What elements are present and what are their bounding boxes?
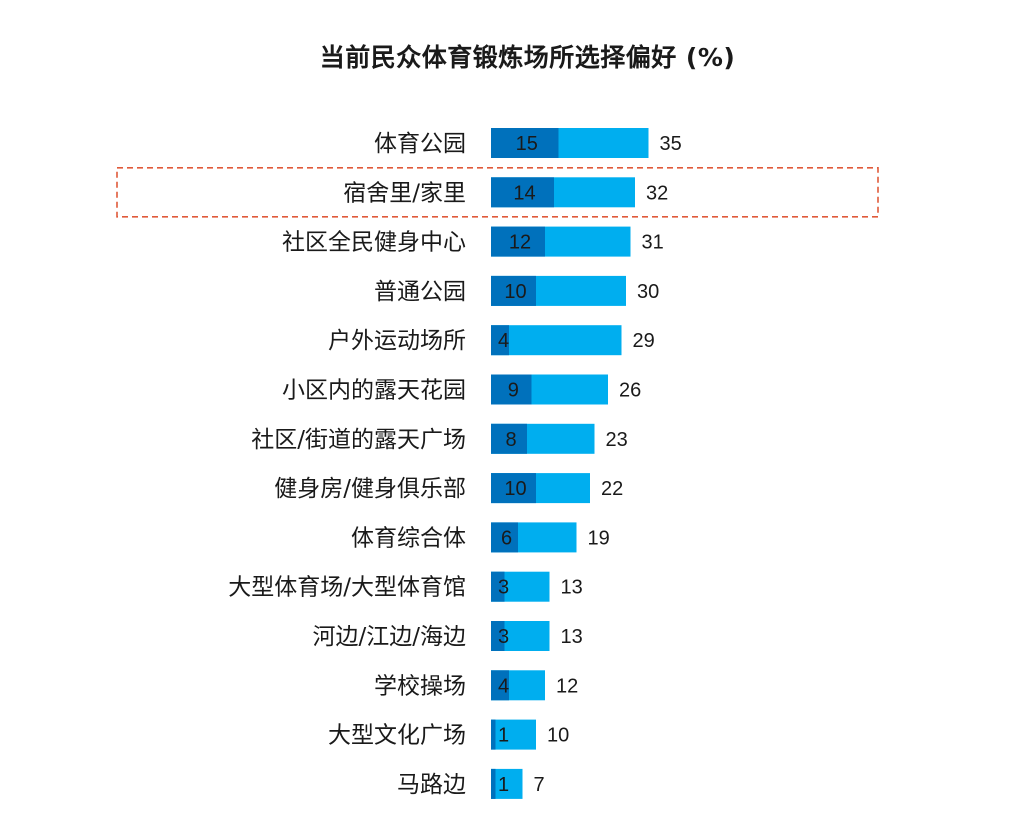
inner-value-label: 9 [508, 380, 519, 402]
bar-inner [491, 522, 518, 553]
bar-inner [491, 473, 536, 504]
inner-value-label: 4 [498, 675, 509, 697]
total-value-label: 10 [547, 725, 569, 747]
bar-row: 普通公园 10 30 [374, 275, 659, 306]
bar-row: 社区全民健身中心 12 31 [282, 226, 664, 257]
total-value-label: 31 [642, 232, 664, 254]
category-label: 宿舍里/家里 [343, 180, 466, 206]
inner-value-label: 1 [498, 774, 509, 796]
category-label: 社区全民健身中心 [282, 230, 466, 256]
category-label: 大型体育场/大型体育馆 [228, 575, 466, 601]
total-value-label: 13 [561, 577, 583, 599]
total-value-label: 13 [561, 626, 583, 648]
bar-row: 体育公园 15 35 [374, 128, 682, 158]
bar-inner [491, 128, 559, 158]
bar-total [491, 768, 523, 799]
category-label: 体育综合体 [351, 525, 466, 551]
bar-row: 小区内的露天花园 9 26 [282, 374, 641, 405]
inner-value-label: 15 [516, 133, 538, 155]
bar-inner [491, 719, 496, 750]
bar-row: 学校操场 4 12 [374, 670, 578, 701]
total-value-label: 23 [606, 429, 628, 451]
inner-value-label: 10 [504, 478, 526, 500]
bar-inner [491, 226, 545, 257]
inner-value-label: 3 [498, 626, 509, 648]
category-label: 马路边 [397, 772, 466, 798]
chart-title: 当前民众体育锻炼场所选择偏好 (%) [319, 43, 736, 72]
total-value-label: 35 [660, 133, 682, 155]
bar-total [491, 719, 536, 750]
total-value-label: 12 [556, 675, 578, 697]
bar-row: 河边/江边/海边 3 13 [313, 621, 583, 651]
total-value-label: 32 [646, 182, 668, 204]
inner-value-label: 8 [505, 429, 516, 451]
bar-row: 马路边 1 7 [397, 768, 545, 799]
bar-inner [491, 275, 536, 306]
inner-value-label: 6 [501, 527, 512, 549]
total-value-label: 29 [633, 330, 655, 352]
bar-row: 社区/街道的露天广场 8 23 [251, 423, 628, 454]
category-label: 普通公园 [374, 279, 466, 305]
category-label: 户外运动场所 [328, 328, 466, 354]
bar-inner [491, 621, 505, 651]
inner-value-label: 4 [498, 330, 509, 352]
category-label: 学校操场 [374, 673, 466, 699]
category-label: 河边/江边/海边 [313, 624, 467, 650]
bar-inner [491, 374, 532, 405]
category-label: 大型文化广场 [328, 723, 466, 749]
inner-value-label: 12 [509, 232, 531, 254]
bar-row: 健身房/健身俱乐部 10 22 [274, 473, 623, 504]
bar-row: 大型文化广场 1 10 [328, 719, 569, 750]
total-value-label: 7 [534, 774, 545, 796]
inner-value-label: 3 [498, 577, 509, 599]
bar-inner [491, 177, 554, 208]
category-label: 体育公园 [374, 131, 466, 157]
total-value-label: 22 [601, 478, 623, 500]
bar-row: 大型体育场/大型体育馆 3 13 [228, 571, 583, 602]
total-value-label: 26 [619, 380, 641, 402]
highlight-frame [116, 167, 879, 218]
inner-value-label: 1 [498, 725, 509, 747]
bar-inner [491, 768, 496, 799]
category-label: 小区内的露天花园 [282, 378, 466, 404]
bar-row: 宿舍里/家里 14 32 [116, 167, 879, 218]
bar-row: 户外运动场所 4 29 [328, 325, 655, 356]
bar-inner [491, 670, 509, 701]
bar-inner [491, 571, 505, 602]
inner-value-label: 14 [513, 182, 535, 204]
bar-inner [491, 325, 509, 356]
category-label: 健身房/健身俱乐部 [274, 476, 466, 502]
total-value-label: 19 [588, 527, 610, 549]
category-label: 社区/街道的露天广场 [251, 427, 466, 453]
total-value-label: 30 [637, 281, 659, 303]
inner-value-label: 10 [504, 281, 526, 303]
bar-inner [491, 423, 527, 454]
bar-total [491, 325, 622, 356]
bar-row: 体育综合体 6 19 [351, 522, 610, 553]
